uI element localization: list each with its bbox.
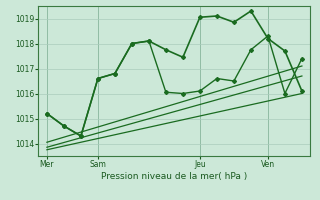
X-axis label: Pression niveau de la mer( hPa ): Pression niveau de la mer( hPa )	[101, 172, 248, 181]
